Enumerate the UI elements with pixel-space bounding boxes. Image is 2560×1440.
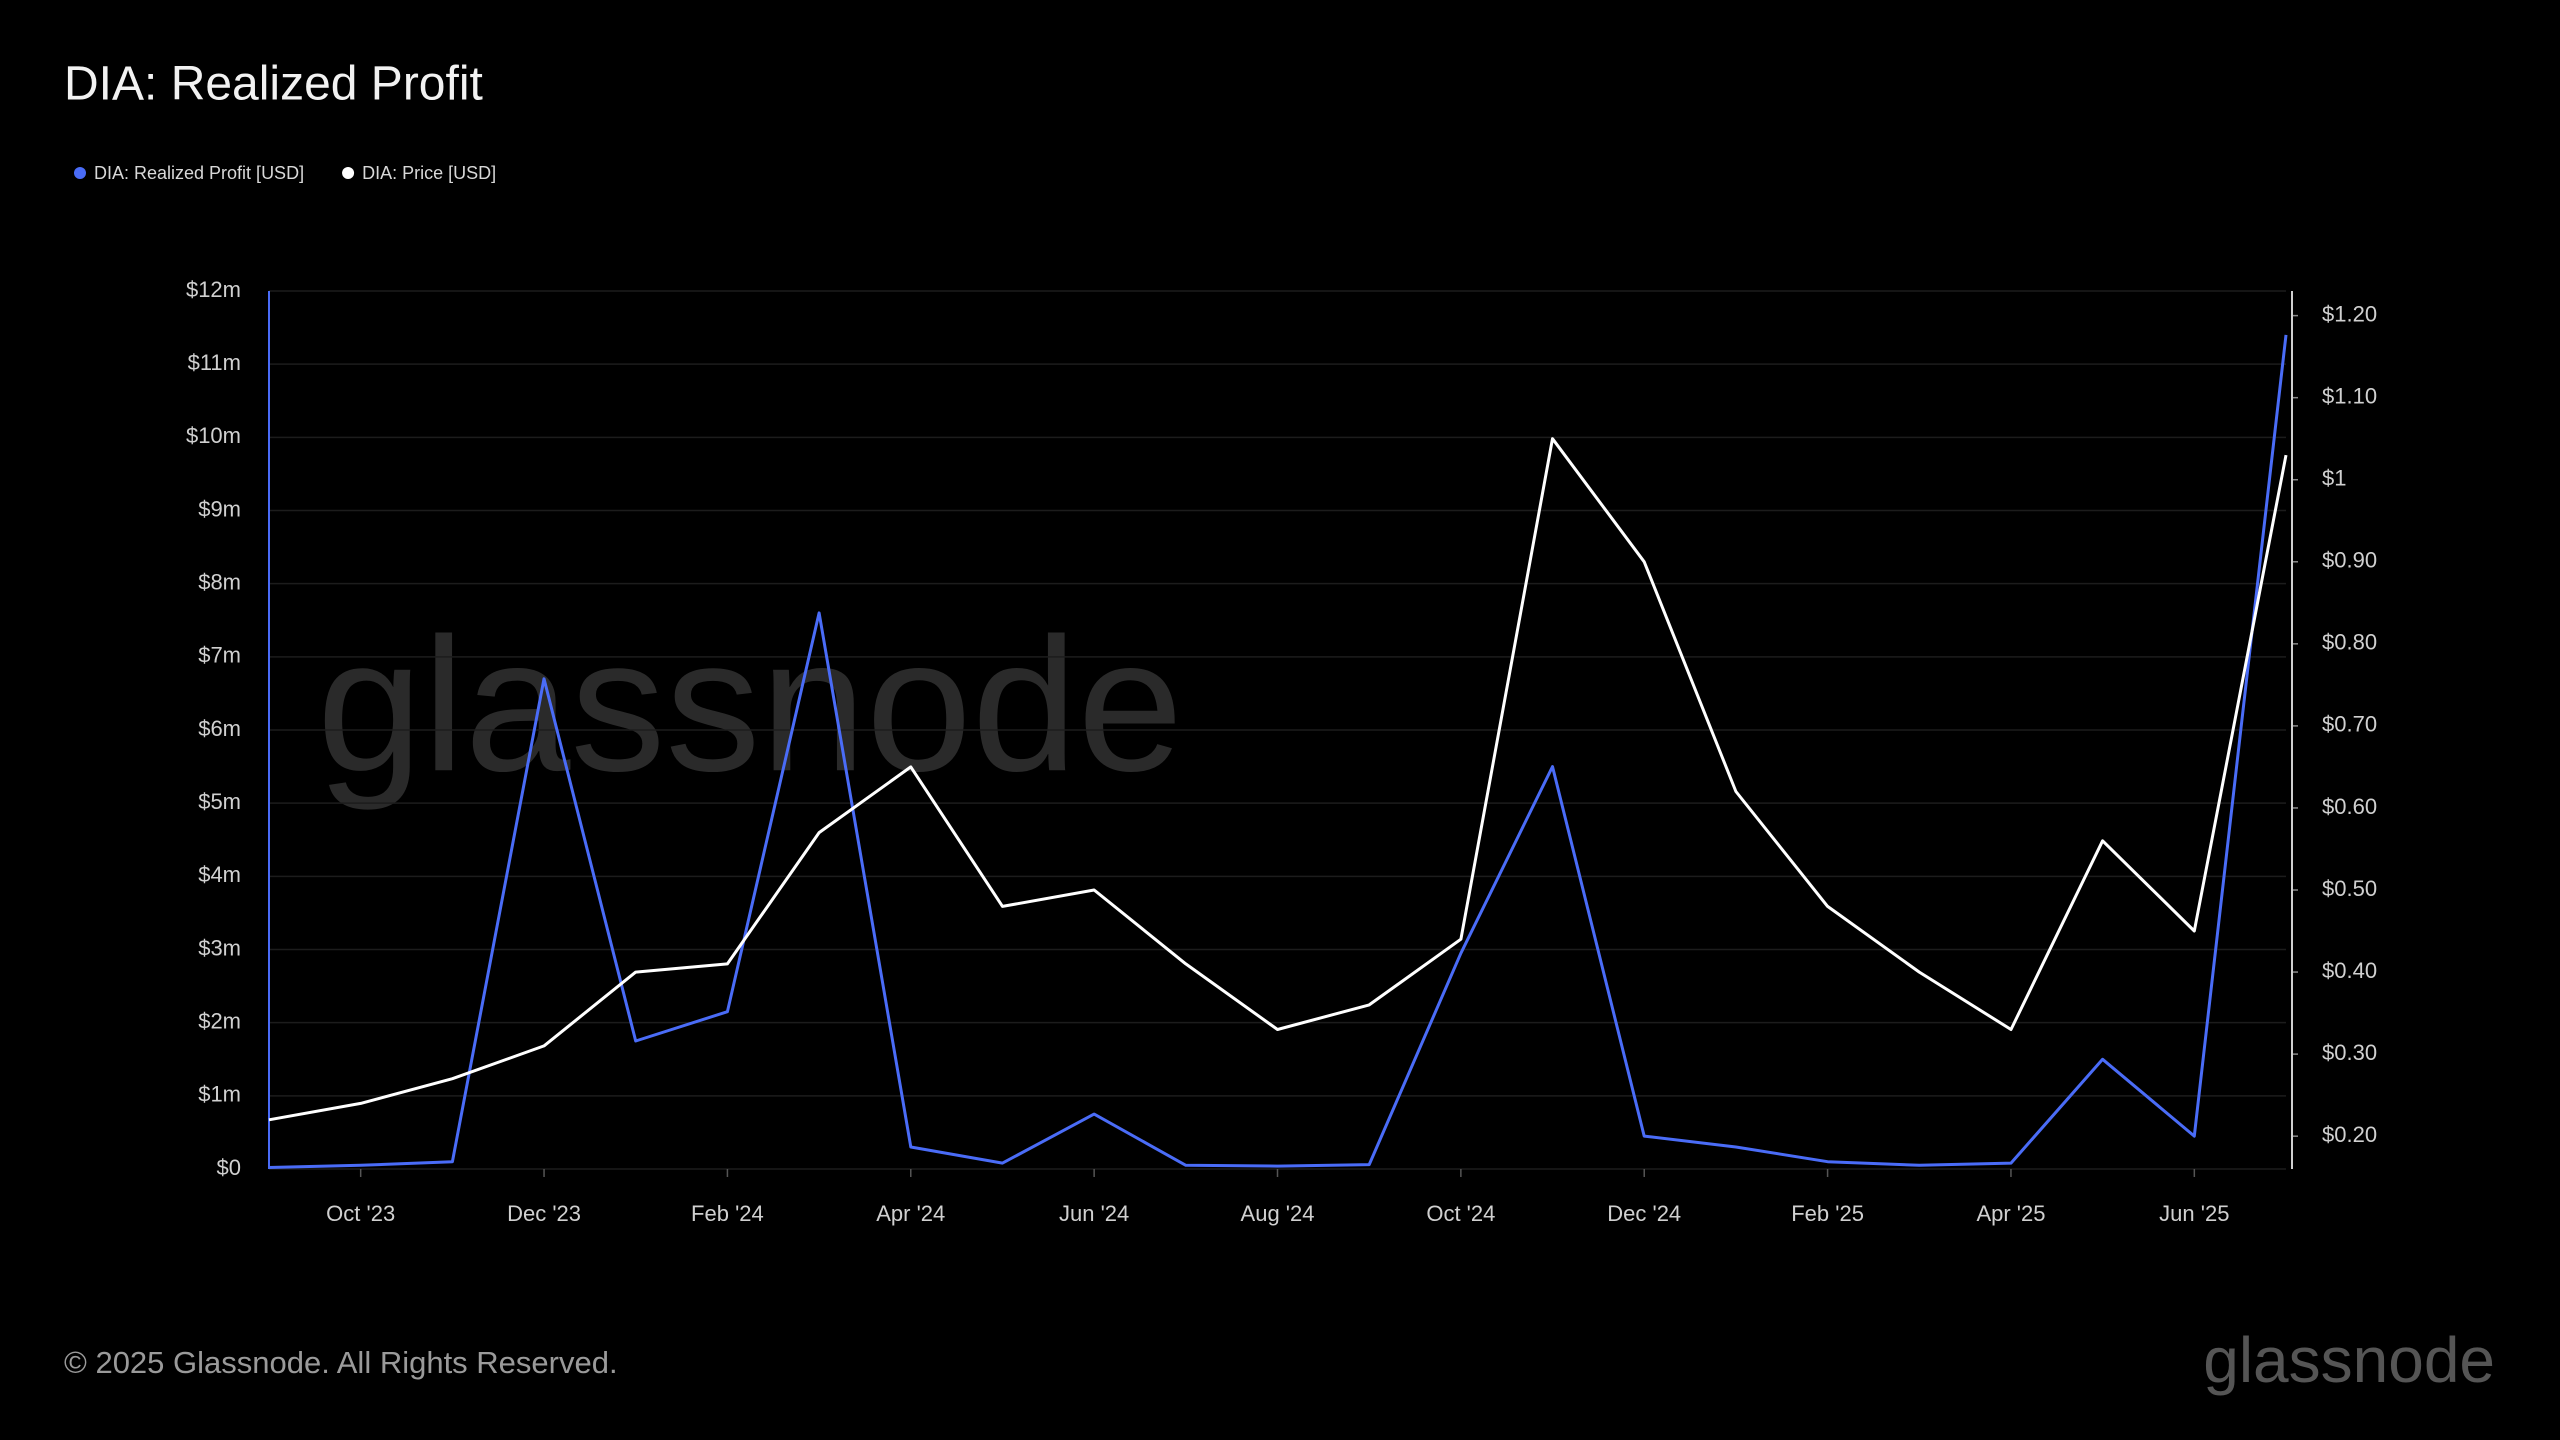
y2-tick-label: $0.50 bbox=[2322, 876, 2377, 901]
y-tick-label: $10m bbox=[186, 423, 241, 448]
x-tick-label: Jun '24 bbox=[1059, 1201, 1129, 1226]
x-tick-label: Apr '25 bbox=[1976, 1201, 2045, 1226]
x-tick-label: Oct '24 bbox=[1426, 1201, 1495, 1226]
y2-tick-label: $0.60 bbox=[2322, 794, 2377, 819]
y-tick-label: $12m bbox=[186, 277, 241, 302]
y-tick-label: $7m bbox=[198, 643, 241, 668]
y-tick-label: $5m bbox=[198, 789, 241, 814]
y2-tick-label: $0.30 bbox=[2322, 1040, 2377, 1065]
x-tick-label: Dec '24 bbox=[1607, 1201, 1681, 1226]
y-tick-label: $4m bbox=[198, 862, 241, 887]
x-tick-label: Apr '24 bbox=[876, 1201, 945, 1226]
y2-tick-label: $0.80 bbox=[2322, 630, 2377, 655]
y-tick-label: $9m bbox=[198, 496, 241, 521]
x-tick-label: Feb '25 bbox=[1791, 1201, 1864, 1226]
y2-tick-label: $1 bbox=[2322, 466, 2346, 491]
y2-tick-label: $0.70 bbox=[2322, 712, 2377, 737]
y-tick-label: $0 bbox=[217, 1155, 241, 1180]
x-tick-label: Feb '24 bbox=[691, 1201, 764, 1226]
x-tick-label: Aug '24 bbox=[1241, 1201, 1315, 1226]
y2-tick-label: $0.90 bbox=[2322, 548, 2377, 573]
legend-marker bbox=[342, 167, 355, 179]
y-tick-label: $1m bbox=[198, 1082, 241, 1107]
y-tick-label: $3m bbox=[198, 935, 241, 960]
y-tick-label: $2m bbox=[198, 1008, 241, 1033]
legend-label: DIA: Price [USD] bbox=[362, 163, 496, 183]
legend-marker bbox=[74, 167, 86, 179]
chart-title: DIA: Realized Profit bbox=[64, 58, 483, 111]
series-line bbox=[268, 437, 2288, 1122]
corner-watermark: glassnode bbox=[2203, 1324, 2495, 1396]
y2-tick-label: $1.20 bbox=[2322, 301, 2377, 326]
y2-tick-label: $1.10 bbox=[2322, 383, 2377, 408]
legend-label: DIA: Realized Profit [USD] bbox=[94, 163, 304, 183]
y-tick-label: $11m bbox=[188, 350, 241, 375]
y-tick-label: $6m bbox=[198, 716, 241, 741]
y-tick-label: $8m bbox=[198, 569, 241, 594]
y2-tick-label: $0.20 bbox=[2322, 1122, 2377, 1147]
footer: © 2025 Glassnode. All Rights Reserved. bbox=[64, 1345, 618, 1380]
y2-tick-label: $0.40 bbox=[2322, 958, 2377, 983]
x-tick-label: Dec '23 bbox=[507, 1201, 581, 1226]
center-watermark: glassnode bbox=[317, 599, 1183, 811]
x-tick-label: Jun '25 bbox=[2159, 1201, 2229, 1226]
x-tick-label: Oct '23 bbox=[326, 1201, 395, 1226]
series-line bbox=[268, 334, 2288, 1169]
